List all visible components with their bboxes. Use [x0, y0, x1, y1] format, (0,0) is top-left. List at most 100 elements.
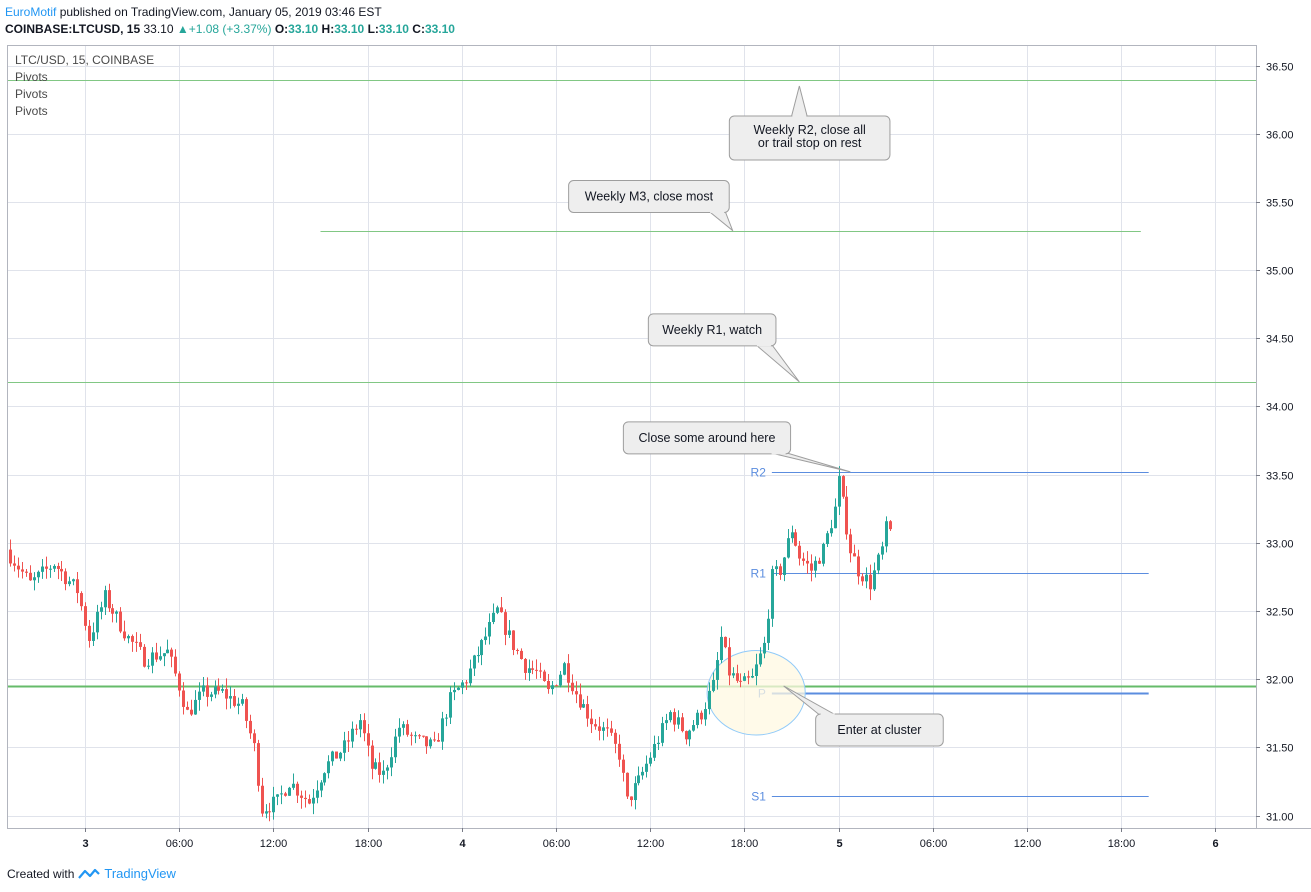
- candle-body: [312, 797, 315, 804]
- candle-body: [210, 694, 213, 697]
- candle: [842, 475, 845, 499]
- author-link[interactable]: EuroMotif: [5, 5, 57, 19]
- candle-body: [418, 735, 421, 737]
- candle-body: [755, 664, 758, 676]
- candle-body: [367, 733, 370, 746]
- candle-body: [889, 521, 892, 530]
- callout-pointer: [754, 344, 800, 383]
- candle: [406, 719, 409, 737]
- callout-box: [728, 115, 891, 161]
- candle-body: [759, 653, 762, 665]
- candle: [139, 633, 142, 650]
- candle-body: [445, 717, 448, 719]
- candle-body: [512, 630, 515, 650]
- candle: [657, 736, 660, 751]
- candle-body: [677, 717, 680, 725]
- candle-body: [794, 532, 797, 546]
- candle: [692, 720, 695, 732]
- candle-body: [284, 793, 287, 796]
- candle: [783, 556, 786, 582]
- candle: [626, 772, 629, 800]
- candle-body: [798, 545, 801, 559]
- candle-body: [571, 682, 574, 692]
- candle: [677, 710, 680, 729]
- candle: [822, 542, 825, 567]
- candle: [347, 731, 350, 753]
- candle-body: [343, 740, 346, 753]
- candle-body: [441, 718, 444, 742]
- candle-body: [728, 647, 731, 676]
- candle-body: [555, 685, 558, 687]
- candle: [449, 686, 452, 725]
- candle: [402, 721, 405, 736]
- candle-body: [692, 725, 695, 731]
- candle: [465, 679, 468, 690]
- weekly-pivot-lines: [8, 80, 1256, 688]
- candle: [245, 697, 248, 729]
- tradingview-logo-icon: [78, 868, 101, 879]
- candle: [520, 648, 523, 660]
- candle-body: [477, 655, 480, 657]
- candle-body: [268, 811, 271, 813]
- candle: [300, 790, 303, 809]
- candle-body: [630, 796, 633, 801]
- candle-body: [170, 649, 173, 657]
- candle-body: [131, 636, 134, 642]
- candle: [877, 552, 880, 575]
- candle-body: [371, 745, 374, 769]
- candle-body: [72, 579, 75, 582]
- candle-body: [429, 739, 432, 747]
- last-price: 33.10: [143, 22, 174, 36]
- candle: [119, 607, 122, 634]
- candle-body: [355, 728, 358, 730]
- candle: [712, 672, 715, 693]
- candle: [378, 752, 381, 783]
- candle: [594, 719, 597, 730]
- candle-body: [842, 476, 845, 497]
- x-tick-label: 5: [836, 838, 842, 850]
- candle-body: [873, 570, 876, 590]
- candle: [802, 552, 805, 566]
- candle-body: [233, 696, 236, 706]
- candle-body: [304, 797, 307, 800]
- tradingview-brand[interactable]: TradingView: [104, 866, 176, 881]
- candle-body: [166, 649, 169, 654]
- candle: [531, 660, 534, 675]
- candle: [484, 627, 487, 645]
- candle: [853, 544, 856, 557]
- candle: [736, 664, 739, 683]
- candle-body: [751, 675, 754, 678]
- candle-body: [241, 699, 244, 704]
- legend-item-pivots-1[interactable]: Pivots: [15, 70, 48, 84]
- candle: [288, 786, 291, 796]
- candle-body: [830, 528, 833, 534]
- footer: Created with TradingView: [7, 866, 176, 881]
- candle-body: [17, 565, 20, 570]
- candle: [845, 485, 848, 540]
- candle: [284, 791, 287, 797]
- change-value: +1.08 (+3.37%): [188, 22, 272, 36]
- legend-item-pivots-2[interactable]: Pivots: [15, 87, 48, 101]
- candle-body: [339, 752, 342, 759]
- time-axis[interactable]: 3 06:00 12:00 18:00 4 06:00 12:00 18:00 5 06:00 12…: [82, 828, 1219, 850]
- x-tick-label: 18:00: [731, 838, 759, 850]
- legend-item-pivots-3[interactable]: Pivots: [15, 104, 48, 118]
- candle: [704, 702, 707, 726]
- candle: [622, 754, 625, 782]
- candle-body: [531, 668, 534, 670]
- candle-body: [634, 783, 637, 801]
- candle-body: [492, 612, 495, 623]
- candle-body: [237, 703, 240, 706]
- candle-body: [225, 689, 228, 699]
- callout: Enter at cluster: [783, 685, 944, 747]
- candle: [100, 601, 103, 620]
- candle-body: [433, 739, 436, 741]
- candle: [339, 751, 342, 762]
- candle-body: [500, 607, 503, 613]
- open-label: O:: [274, 22, 289, 36]
- candle: [669, 710, 672, 723]
- candle-body: [563, 663, 566, 675]
- price-axis[interactable]: 31.00 31.50 32.00 32.50 33.00 33.50 34.00 34.50…: [1256, 62, 1294, 824]
